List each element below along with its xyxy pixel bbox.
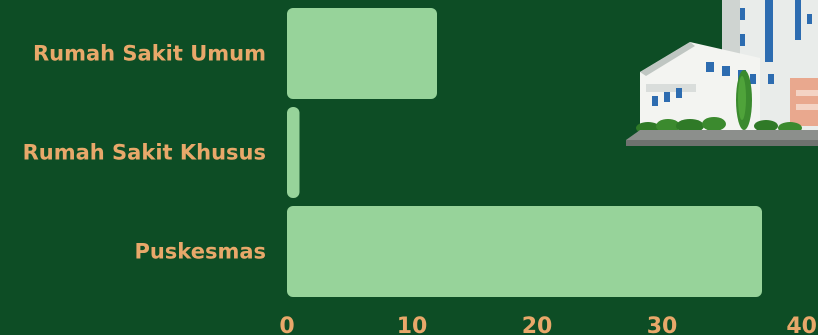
hospital-building-icon (626, 0, 818, 146)
x-axis: 0 10 20 30 40 (279, 314, 817, 335)
category-label: Rumah Sakit Umum (33, 42, 266, 66)
x-tick-label: 40 (786, 314, 817, 335)
plot-area: Rumah Sakit Umum Rumah Sakit Khusus Puskes… (23, 8, 762, 297)
x-tick-label: 30 (647, 314, 678, 335)
bar-rumah-sakit-umum (287, 8, 437, 99)
bar-rumah-sakit-khusus (287, 107, 300, 198)
x-tick-label: 20 (522, 314, 553, 335)
bar-puskesmas (287, 206, 762, 297)
category-label: Puskesmas (134, 240, 266, 264)
x-tick-label: 10 (397, 314, 428, 335)
x-tick-label: 0 (279, 314, 294, 335)
category-label: Rumah Sakit Khusus (23, 141, 266, 165)
